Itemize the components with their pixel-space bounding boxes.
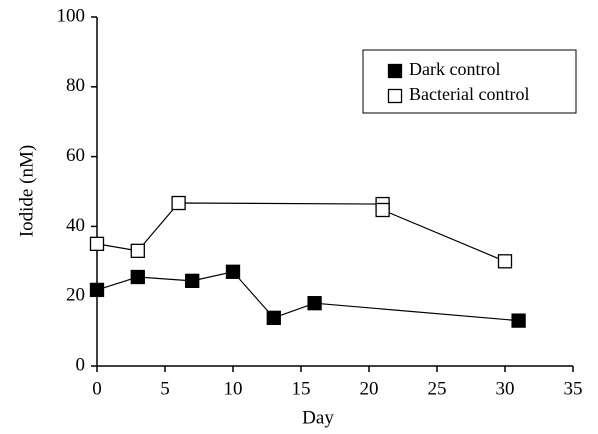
x-tick-label: 15 [292, 378, 311, 399]
y-tick-label: 40 [66, 215, 85, 236]
x-tick-label: 10 [224, 378, 243, 399]
y-tick-label: 80 [66, 75, 85, 96]
marker [307, 296, 322, 311]
y-tick-label: 0 [76, 354, 86, 375]
legend-marker [387, 88, 403, 104]
x-tick-label: 20 [360, 378, 379, 399]
legend-label: Dark control [409, 59, 500, 79]
marker [497, 254, 513, 269]
x-tick-label: 30 [496, 378, 515, 399]
marker [185, 273, 200, 288]
y-tick-label: 20 [66, 285, 85, 306]
marker [89, 282, 105, 298]
legend-label: Bacterial control [409, 84, 529, 104]
x-tick-label: 5 [160, 378, 170, 399]
marker [511, 313, 526, 328]
marker [89, 236, 105, 252]
series-line [96, 202, 506, 262]
marker [225, 264, 241, 279]
marker [171, 195, 186, 211]
x-tick-label: 25 [428, 378, 447, 399]
y-tick-label: 100 [57, 5, 86, 26]
marker [130, 243, 145, 258]
x-axis-label: Day [302, 407, 334, 428]
marker [375, 202, 390, 218]
x-tick-label: 0 [92, 378, 102, 399]
marker [130, 269, 145, 285]
y-tick-label: 60 [66, 145, 85, 166]
y-axis-label: Iodide (nM) [16, 145, 37, 237]
legend-marker [387, 63, 403, 79]
marker [266, 310, 281, 325]
x-tick-label: 35 [564, 378, 583, 399]
